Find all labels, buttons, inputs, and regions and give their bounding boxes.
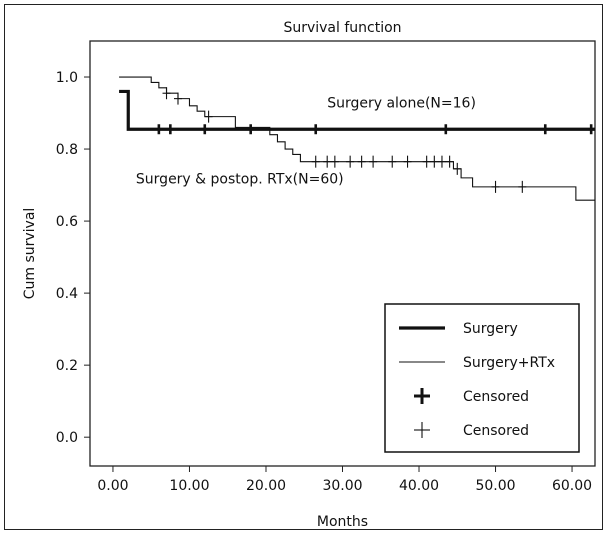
censored-mark-surgery-rtx <box>357 155 366 168</box>
annotation-surgery-alone: Surgery alone(N=16) <box>327 96 476 112</box>
censored-mark-surgery-rtx <box>162 87 171 100</box>
censored-mark-surgery-rtx <box>403 155 412 168</box>
censored-mark-surgery-rtx <box>445 155 454 168</box>
x-axis-label: Months <box>317 514 368 530</box>
x-tick-label: 60.00 <box>552 478 592 494</box>
censored-mark-surgery-rtx <box>323 155 332 168</box>
censored-mark-surgery-rtx <box>369 155 378 168</box>
y-tick-label: 0.0 <box>56 430 78 446</box>
legend-label-censored-surgery: Censored <box>463 389 529 405</box>
legend-label-surgery-rtx: Surgery+RTx <box>463 355 555 371</box>
x-tick-label: 20.00 <box>246 478 286 494</box>
censored-mark-surgery-rtx <box>388 155 397 168</box>
censored-mark-surgery-rtx <box>422 155 431 168</box>
series-line-surgery <box>119 89 595 131</box>
annotation-surgery-rtx: Surgery & postop. RTx(N=60) <box>136 171 344 187</box>
y-tick-label: 0.6 <box>56 214 78 230</box>
x-tick-label: 10.00 <box>169 478 209 494</box>
x-tick-label: 0.00 <box>97 478 128 494</box>
y-tick-label: 0.2 <box>56 358 78 374</box>
censored-mark-surgery-rtx <box>453 162 462 175</box>
censored-mark-surgery-rtx <box>330 155 339 168</box>
y-tick-label: 0.8 <box>56 142 78 158</box>
censored-mark-surgery-rtx <box>311 155 320 168</box>
y-axis-label: Cum survival <box>22 208 38 300</box>
x-tick-label: 50.00 <box>475 478 515 494</box>
censored-mark-surgery-rtx <box>430 155 439 168</box>
censored-mark-surgery-rtx <box>437 155 446 168</box>
chart-title: Survival function <box>283 20 401 36</box>
censored-mark-surgery-rtx <box>173 92 182 105</box>
legend-symbol-thick-plus <box>414 388 430 404</box>
x-tick-label: 30.00 <box>322 478 362 494</box>
x-tick-label: 40.00 <box>399 478 439 494</box>
y-tick-label: 0.4 <box>56 286 78 302</box>
legend-symbol-thin-plus <box>414 422 430 438</box>
censored-mark-surgery-rtx <box>518 180 527 193</box>
y-tick-label: 1.0 <box>56 70 78 86</box>
legend-label-surgery: Surgery <box>463 321 518 337</box>
censored-mark-surgery-rtx <box>491 180 500 193</box>
censored-mark-surgery-rtx <box>346 155 355 168</box>
figure-frame <box>4 4 603 530</box>
censored-mark-surgery-rtx <box>204 110 213 123</box>
legend-label-censored-surgery-rtx: Censored <box>463 423 529 439</box>
